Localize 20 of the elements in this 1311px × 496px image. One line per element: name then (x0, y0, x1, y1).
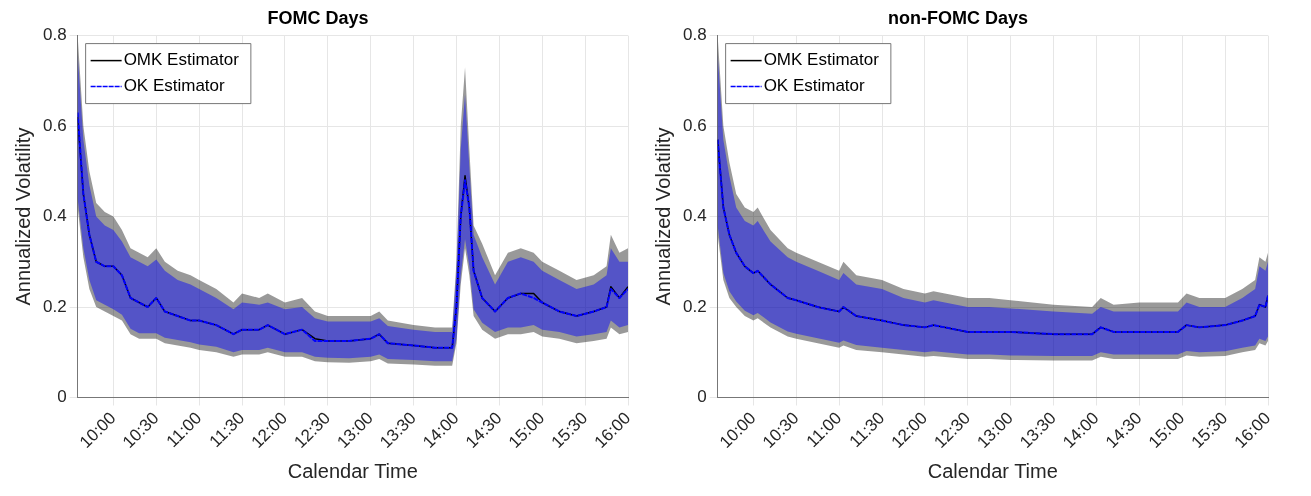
x-axis-title: Calendar Time (927, 459, 1058, 482)
legend-label: OK Estimator (123, 76, 226, 96)
y-tick-label: 0 (57, 387, 67, 407)
legend-label: OK Estimator (763, 76, 866, 96)
y-tick-label: 0.2 (682, 296, 707, 316)
y-tick-label: 0.8 (42, 25, 67, 45)
legend-label: OMK Estimator (123, 50, 240, 70)
y-axis-title: Annualized Volatility (11, 127, 34, 306)
y-tick-label: 0.6 (682, 115, 707, 135)
x-axis-title: Calendar Time (287, 459, 418, 482)
y-tick-label: 0.6 (42, 115, 67, 135)
y-tick-label: 0.8 (682, 25, 707, 45)
y-tick-label: 0.4 (682, 206, 707, 226)
y-tick-label: 0 (697, 387, 707, 407)
y-tick-label: 0.4 (42, 206, 67, 226)
chart-title: non-FOMC Days (887, 7, 1029, 28)
chart-title: FOMC Days (267, 7, 369, 28)
y-tick-label: 0.2 (42, 296, 67, 316)
y-axis-title: Annualized Volatility (651, 127, 674, 306)
legend-label: OMK Estimator (763, 50, 880, 70)
